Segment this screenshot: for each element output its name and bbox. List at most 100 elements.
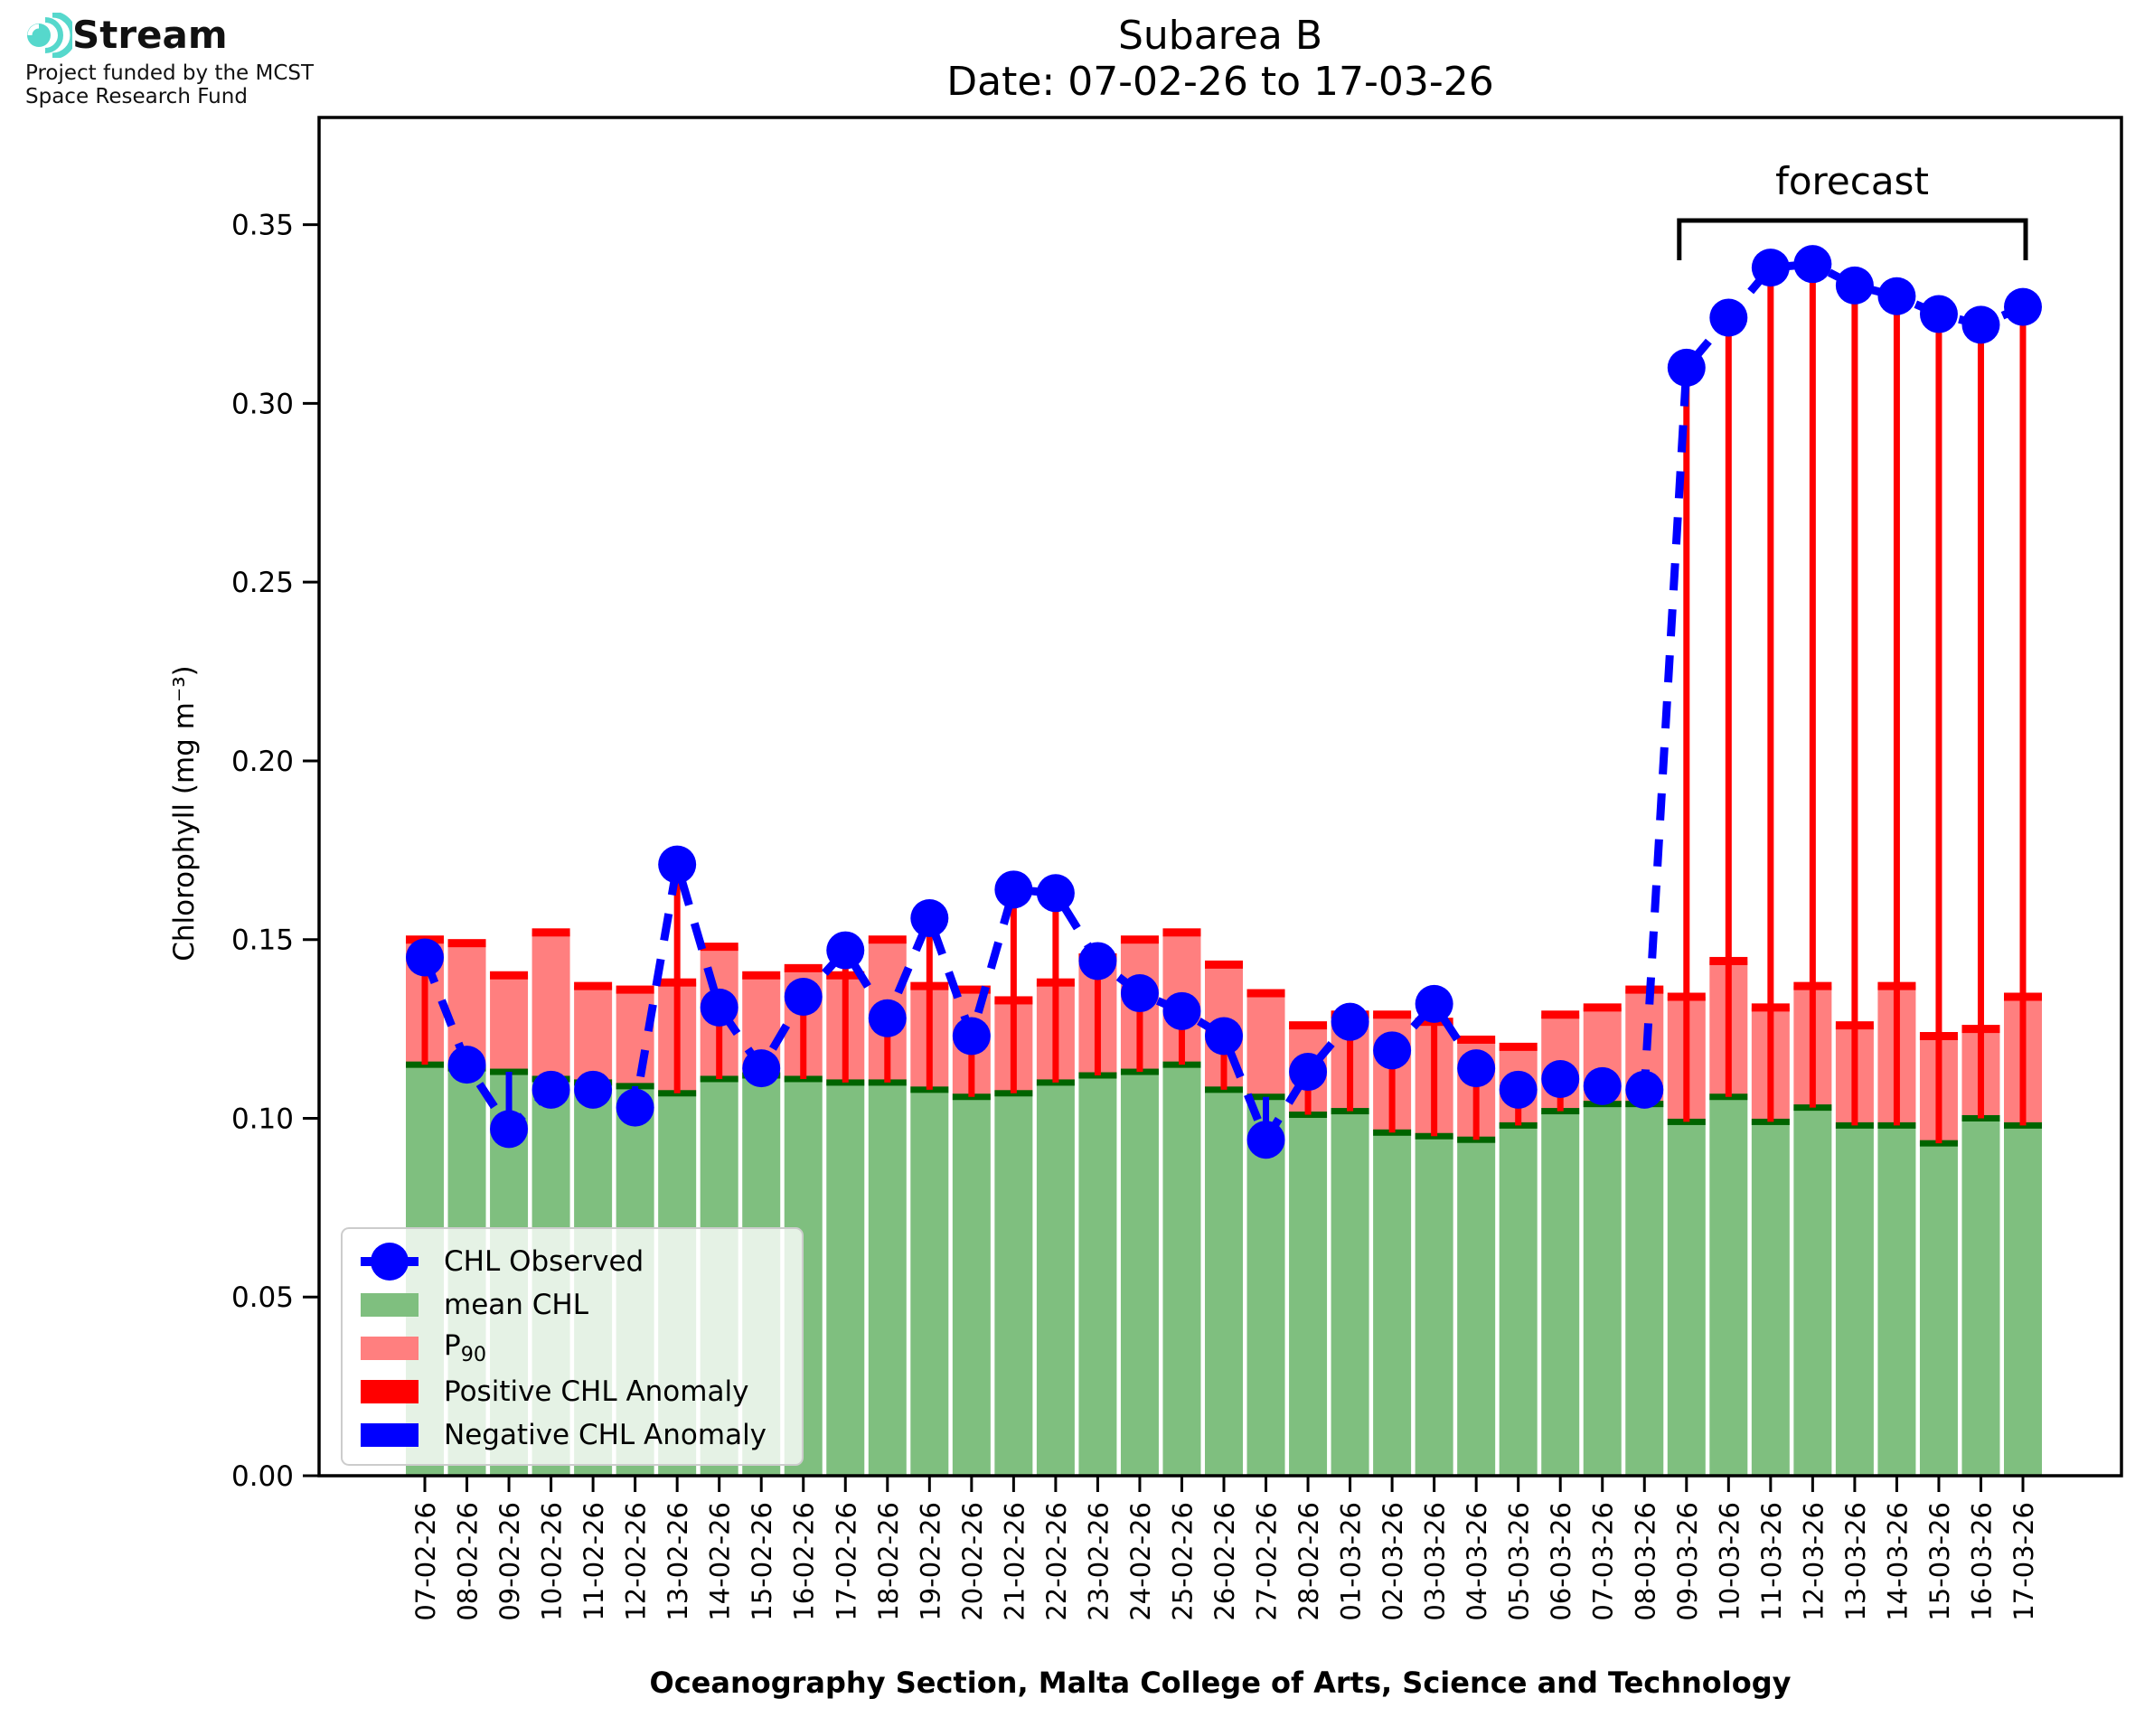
observed-dot — [1078, 942, 1117, 981]
ripple-logo-icon — [27, 13, 72, 58]
p90-base: P — [444, 1329, 461, 1363]
observed-dot — [1961, 305, 2000, 344]
x-tick-label: 18-02-26 — [873, 1502, 904, 1621]
observed-dot — [1246, 1121, 1285, 1159]
p90-subscript: 90 — [460, 1343, 487, 1367]
x-tick-label: 16-03-26 — [1966, 1502, 1997, 1621]
observed-dot — [531, 1070, 570, 1109]
y-tick-label: 0.00 — [231, 1460, 294, 1493]
observed-dot — [700, 988, 738, 1027]
mean-bar — [952, 1096, 991, 1476]
observed-dot — [1793, 245, 1832, 284]
x-tick-label: 27-02-26 — [1252, 1502, 1283, 1621]
x-tick-label: 04-03-26 — [1462, 1502, 1492, 1621]
p90-bar-edge — [616, 985, 654, 994]
x-tick-label: 21-02-26 — [999, 1502, 1030, 1621]
legend-label-positive: Positive CHL Anomaly — [444, 1375, 749, 1408]
y-tick-label: 0.10 — [231, 1103, 294, 1135]
p90-bar-edge — [784, 963, 823, 972]
observed-dot — [1499, 1070, 1538, 1109]
mean-bar — [1667, 1121, 1706, 1476]
mean-bar — [1499, 1125, 1538, 1476]
p90-bar-edge — [1373, 1010, 1412, 1019]
x-tick-label: 14-02-26 — [705, 1502, 736, 1621]
chart-title: Subarea B Date: 07-02-26 to 17-03-26 — [319, 13, 2121, 105]
mean-bar — [1541, 1111, 1580, 1476]
x-tick-label: 12-03-26 — [1798, 1502, 1829, 1621]
observed-dot — [616, 1088, 654, 1127]
observed-dot — [1415, 984, 1453, 1023]
p90-bar-edge — [1120, 935, 1159, 944]
observed-dot — [1541, 1059, 1580, 1098]
brand-name: Stream — [72, 13, 228, 57]
mean-bar — [1583, 1103, 1622, 1476]
y-tick-label: 0.25 — [231, 567, 294, 599]
x-axis-label: Oceanography Section, Malta College of A… — [649, 1666, 1792, 1700]
legend-item-observed: CHL Observed — [361, 1240, 802, 1283]
logo-row: Stream — [25, 13, 314, 58]
stream-logo: Stream Project funded by the MCST Space … — [25, 13, 314, 108]
y-tick-label: 0.05 — [231, 1281, 294, 1314]
x-tick-label: 20-02-26 — [957, 1502, 988, 1621]
observed-dot — [994, 870, 1033, 909]
observed-dot — [490, 1110, 529, 1149]
x-tick-label: 10-03-26 — [1714, 1502, 1745, 1621]
plot-border — [317, 116, 2123, 1478]
x-tick-label: 15-03-26 — [1924, 1502, 1955, 1621]
x-tick-label: 09-02-26 — [494, 1502, 525, 1621]
forecast-bracket — [1677, 218, 2028, 260]
observed-dot — [1835, 266, 1874, 305]
observed-marker-icon — [361, 1243, 419, 1281]
x-tick-label: 07-03-26 — [1588, 1502, 1619, 1621]
x-tick-label: 02-03-26 — [1378, 1502, 1408, 1621]
p90-bar-edge — [447, 939, 486, 948]
p90-bar-edge — [1583, 1003, 1622, 1012]
p90-bar — [574, 986, 613, 1083]
x-tick-label: 14-03-26 — [1882, 1502, 1913, 1621]
legend-item-positive-anomaly: Positive CHL Anomaly — [361, 1370, 802, 1413]
p90-bar — [1246, 993, 1285, 1097]
observed-dot — [784, 977, 823, 1016]
mean-bar — [910, 1089, 949, 1476]
p90-bar-edge — [531, 928, 570, 937]
p90-bar-edge — [1162, 928, 1201, 937]
mean-bar — [826, 1082, 865, 1476]
mean-bar — [1036, 1082, 1075, 1476]
p90-bar-edge — [742, 971, 781, 980]
mean-bar — [1751, 1121, 1790, 1476]
chart-title-line1: Subarea B — [1117, 13, 1323, 59]
p90-bar-edge — [1541, 1010, 1580, 1019]
p90-bar-edge — [868, 935, 907, 944]
legend-label-observed: CHL Observed — [444, 1245, 644, 1278]
x-tick-label: 19-02-26 — [915, 1502, 945, 1621]
x-tick-label: 15-02-26 — [747, 1502, 777, 1621]
observed-dot — [2004, 287, 2042, 326]
mean-bar — [1331, 1111, 1369, 1476]
observed-dot — [1919, 295, 1958, 333]
mean-bar — [1709, 1096, 1748, 1476]
p90-bar-edge — [1205, 960, 1243, 969]
legend-label-mean: mean CHL — [444, 1289, 588, 1321]
x-tick-label: 06-03-26 — [1546, 1502, 1576, 1621]
observed-dot — [1036, 874, 1075, 913]
x-tick-label: 07-02-26 — [410, 1502, 441, 1621]
mean-swatch-icon — [361, 1293, 419, 1317]
legend-label-negative: Negative CHL Anomaly — [444, 1419, 767, 1451]
observed-dot — [1709, 298, 1748, 337]
observed-dot — [658, 845, 697, 884]
x-tick-label: 28-02-26 — [1293, 1502, 1324, 1621]
x-tick-label: 22-02-26 — [1041, 1502, 1072, 1621]
p90-bar-edge — [1246, 989, 1285, 998]
mean-bar — [1205, 1089, 1243, 1476]
mean-bar — [1961, 1118, 2000, 1476]
p90-bar-edge — [1457, 1035, 1496, 1044]
observed-dot — [1162, 991, 1201, 1030]
observed-dot — [447, 1046, 486, 1084]
observed-dot — [1877, 277, 1916, 315]
mean-bar — [1919, 1143, 1958, 1476]
mean-bar — [2004, 1125, 2042, 1476]
p90-bar-edge — [1499, 1042, 1538, 1051]
x-tick-label: 08-02-26 — [453, 1502, 484, 1621]
x-tick-label: 17-03-26 — [2008, 1502, 2039, 1621]
p90-bar — [490, 975, 529, 1073]
